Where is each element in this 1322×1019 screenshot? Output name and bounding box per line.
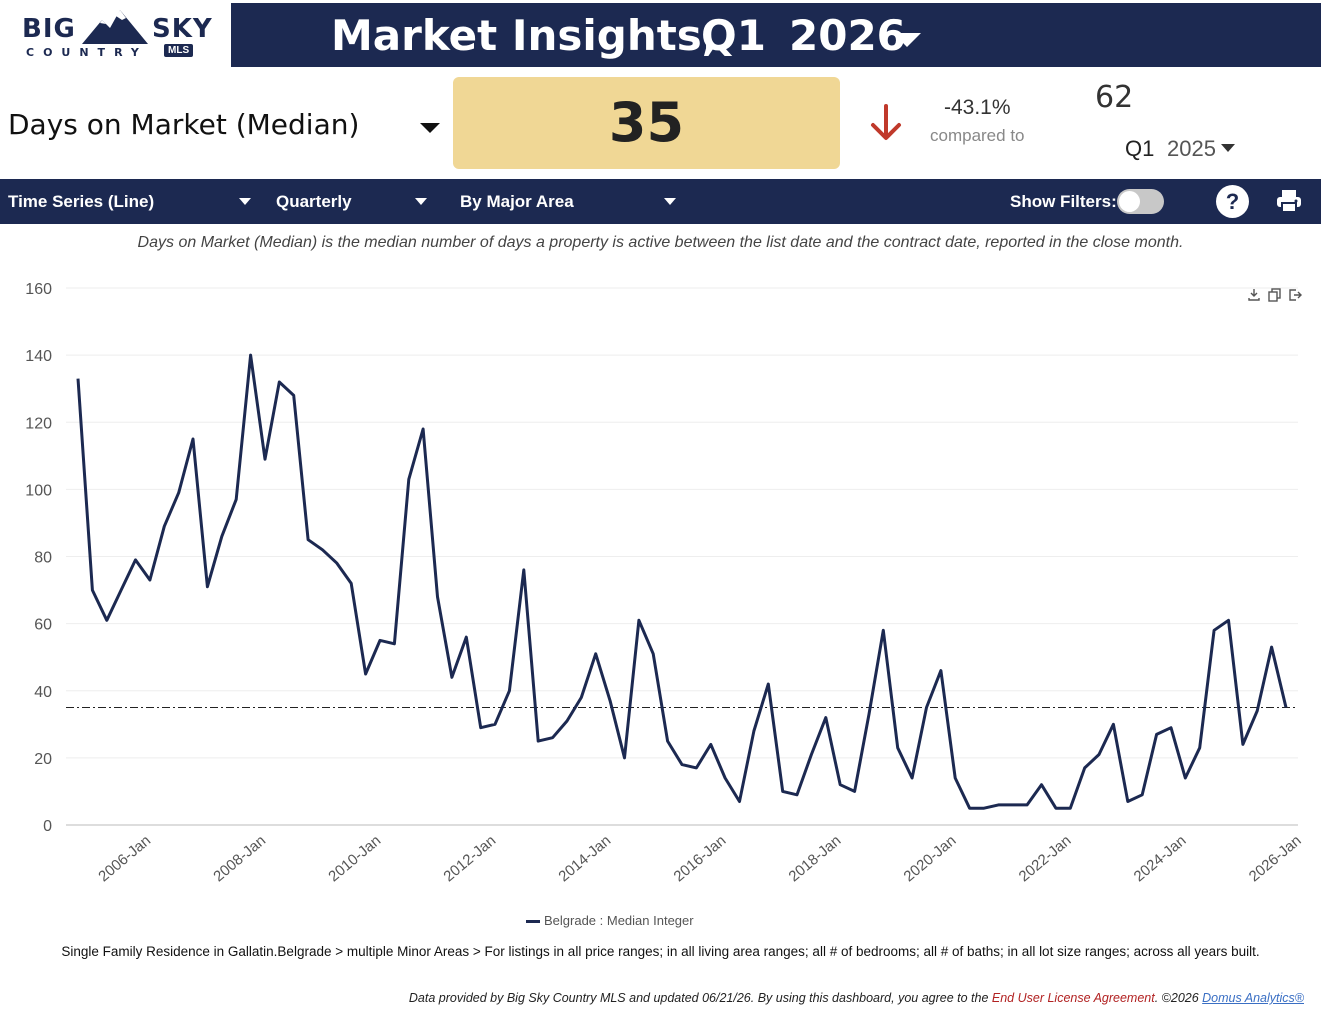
logo-country-text: COUNTRY — [26, 46, 148, 59]
chart-grid — [66, 287, 1298, 826]
metric-dropdown-caret-icon[interactable] — [420, 123, 440, 133]
grouping-caret-icon[interactable] — [664, 198, 676, 205]
chart-legend[interactable]: Belgrade : Median Integer — [526, 913, 694, 928]
y-tick-label: 0 — [43, 818, 52, 835]
printer-icon[interactable] — [1276, 189, 1302, 213]
period-select[interactable]: Quarterly — [276, 192, 352, 211]
logo-mls-badge: MLS — [164, 44, 194, 57]
previous-year-select[interactable]: 2025 — [1167, 136, 1215, 161]
title-bar: Market Insights, Q1 2026 — [231, 3, 1321, 67]
toggle-knob — [1119, 191, 1140, 212]
series-lines — [76, 353, 1288, 810]
period-caret-icon[interactable] — [415, 198, 427, 205]
x-tick-label: 2020-Jan — [901, 832, 960, 885]
metric-value-box: 35 — [453, 77, 840, 169]
show-filters-toggle[interactable] — [1117, 189, 1164, 214]
y-tick-label: 100 — [25, 482, 52, 499]
eula-link[interactable]: End User License Agreement — [991, 991, 1155, 1005]
page-title: Market Insights, — [331, 11, 718, 60]
down-arrow-icon — [871, 104, 901, 140]
y-axis-ticks: 0 20 40 60 80 100 120 140 160 — [25, 281, 52, 835]
filters-note: Single Family Residence in Gallatin.Belg… — [61, 944, 1260, 959]
y-tick-label: 40 — [34, 684, 52, 701]
chart-type-select[interactable]: Time Series (Line) — [8, 192, 155, 211]
x-tick-label: 2010-Jan — [325, 832, 384, 885]
legend-swatch — [526, 920, 540, 924]
y-tick-label: 20 — [34, 751, 52, 768]
change-percent: -43.1% — [944, 96, 1011, 119]
y-tick-label: 80 — [34, 550, 52, 567]
x-tick-label: 2018-Jan — [786, 832, 845, 885]
previous-year-caret-icon[interactable] — [1221, 144, 1235, 152]
x-tick-label: 2022-Jan — [1016, 832, 1075, 885]
metric-select[interactable]: Days on Market (Median) — [8, 108, 360, 141]
x-axis-ticks: 2006-Jan 2008-Jan 2010-Jan 2012-Jan 2014-Jan… — [95, 832, 1304, 885]
x-tick-label: 2008-Jan — [210, 832, 269, 885]
x-tick-label: 2014-Jan — [555, 832, 614, 885]
logo: BIG SKY COUNTRY MLS — [0, 0, 231, 68]
year-dropdown-caret-icon[interactable] — [893, 33, 921, 47]
compared-to-label: compared to — [930, 126, 1025, 145]
grouping-select[interactable]: By Major Area — [460, 192, 574, 211]
x-tick-label: 2006-Jan — [95, 832, 154, 885]
download-icon[interactable] — [1247, 288, 1261, 302]
title-year-select[interactable]: 2026 — [789, 11, 906, 60]
help-button[interactable]: ? — [1216, 185, 1249, 218]
y-tick-label: 120 — [25, 415, 52, 432]
footer: Data provided by Big Sky Country MLS and… — [409, 991, 1304, 1005]
x-tick-label: 2026-Jan — [1246, 832, 1305, 885]
logo-big-text: BIG — [22, 14, 76, 44]
previous-value: 62 — [1095, 80, 1134, 115]
export-icon[interactable] — [1288, 288, 1302, 302]
footer-copyright: . ©2026 — [1154, 991, 1203, 1005]
domus-analytics-link[interactable]: Domus Analytics® — [1202, 991, 1304, 1005]
series-line-belgrade — [76, 353, 1288, 810]
y-tick-label: 60 — [34, 617, 52, 634]
x-tick-label: 2012-Jan — [440, 832, 499, 885]
metric-value: 35 — [608, 91, 685, 154]
title-quarter: Q1 — [701, 11, 766, 60]
previous-quarter: Q1 — [1125, 136, 1155, 161]
copy-icon[interactable] — [1268, 288, 1282, 302]
y-tick-label: 160 — [25, 281, 52, 298]
chart-type-caret-icon[interactable] — [239, 198, 251, 205]
show-filters-label: Show Filters: — [1010, 192, 1117, 211]
mountain-icon — [82, 10, 148, 44]
footer-text: Data provided by Big Sky Country MLS and… — [408, 991, 992, 1005]
metric-description: Days on Market (Median) is the median nu… — [137, 234, 1184, 251]
x-tick-label: 2016-Jan — [670, 832, 729, 885]
x-tick-label: 2024-Jan — [1131, 832, 1190, 885]
y-tick-label: 140 — [25, 348, 52, 365]
controls-bar: Time Series (Line) Quarterly By Major Ar… — [0, 179, 1321, 224]
logo-sky-text: SKY — [152, 14, 213, 44]
legend-label: Belgrade : Median Integer — [544, 913, 694, 928]
